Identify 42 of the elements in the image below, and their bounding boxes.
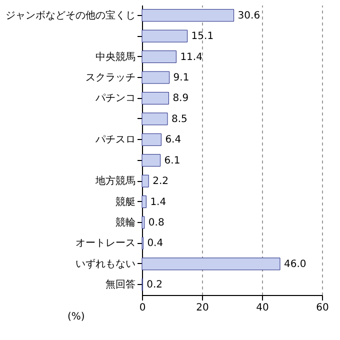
y-tick-label: パチスロ xyxy=(94,134,136,146)
y-tick-label: パチンコ xyxy=(94,93,136,104)
y-tick-label: ジャンボなどその他の宝くじ xyxy=(6,9,136,22)
data-label: 8.9 xyxy=(172,93,189,104)
x-tick-label: 40 xyxy=(256,302,269,314)
bar xyxy=(142,154,161,167)
data-label: 0.8 xyxy=(148,218,164,228)
data-label: 8.5 xyxy=(172,114,188,125)
y-tick-label: 無回答 xyxy=(106,278,136,291)
data-label: 1.4 xyxy=(150,196,166,208)
bar xyxy=(142,112,168,126)
data-label: 15.1 xyxy=(191,31,214,42)
bar xyxy=(142,92,169,104)
y-tick-label: 競艇 xyxy=(116,196,136,208)
bar xyxy=(142,216,145,229)
data-label: 11.4 xyxy=(180,52,202,63)
bar xyxy=(142,9,234,22)
data-label: 46.0 xyxy=(284,258,306,270)
y-tick-label: スクラッチ xyxy=(86,72,136,84)
bar xyxy=(142,50,176,64)
bar xyxy=(142,71,170,84)
bar xyxy=(142,174,149,188)
data-label: 6.1 xyxy=(164,155,180,166)
bar xyxy=(142,133,162,146)
x-axis-title: (%) xyxy=(68,312,85,322)
data-label: 6.4 xyxy=(165,134,182,146)
x-tick-label: 20 xyxy=(196,302,209,314)
data-label: 2.2 xyxy=(152,176,169,188)
y-tick-label: 中央競馬 xyxy=(96,50,136,63)
y-tick-label: 競輪 xyxy=(116,216,136,228)
data-label: 0.2 xyxy=(146,280,163,291)
y-tick-label: いずれもない xyxy=(76,258,136,270)
x-tick-label: 60 xyxy=(316,302,329,314)
bar xyxy=(142,196,146,208)
x-tick-label: 0 xyxy=(139,302,146,314)
y-tick-label: オートレース xyxy=(76,238,136,250)
y-tick-label: 地方競馬 xyxy=(94,175,136,188)
data-label: 0.4 xyxy=(147,238,164,250)
data-label: 30.6 xyxy=(238,10,260,22)
bar xyxy=(142,258,280,270)
data-label: 9.1 xyxy=(173,72,190,84)
bar xyxy=(142,30,188,42)
